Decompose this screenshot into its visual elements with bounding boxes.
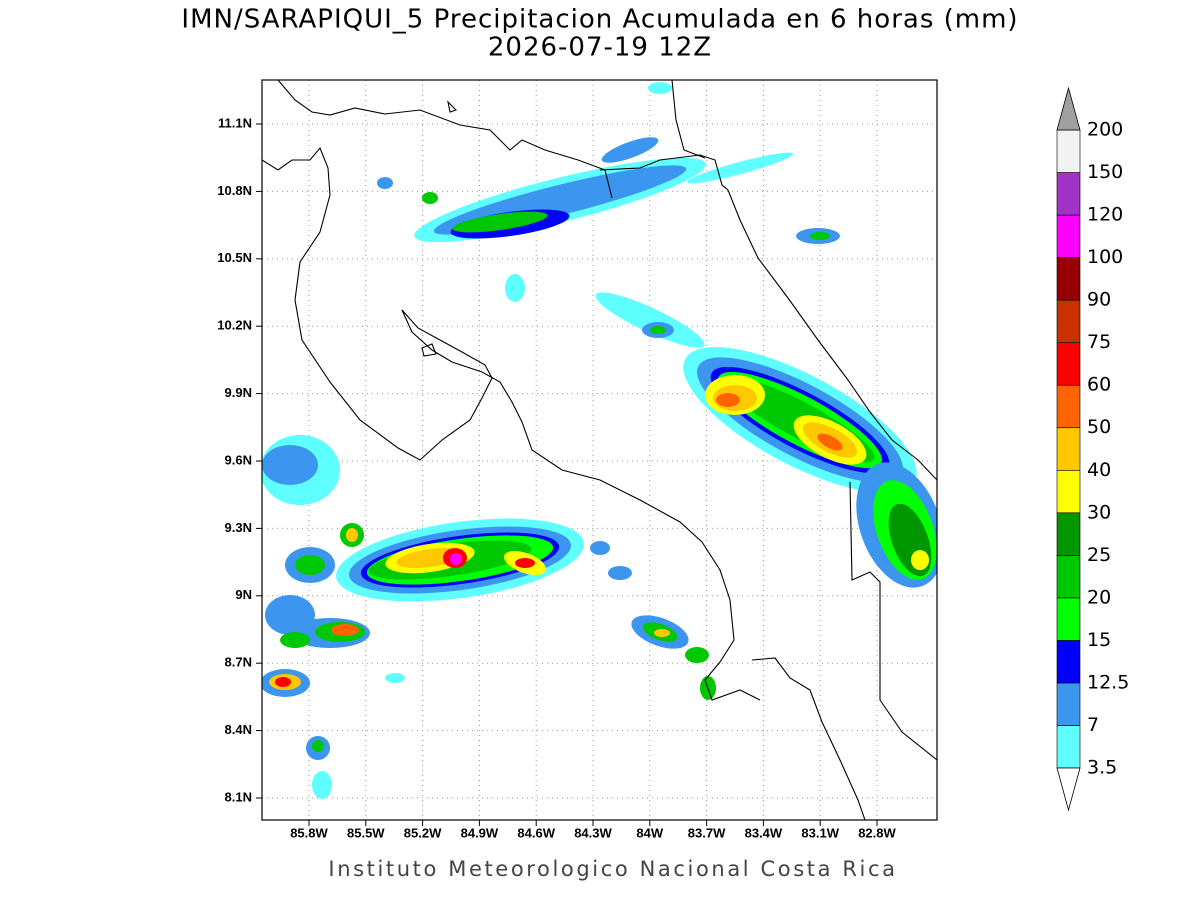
lat-tick-label: 9N [235,587,252,602]
lat-tick-label: 8.7N [225,655,252,670]
lat-tick-label: 10.8N [217,183,252,198]
colorbar-segment [1056,682,1081,726]
colorbar-segment [1056,469,1081,514]
lon-tick-label: 83.1W [801,825,839,840]
colorbar-label: 40 [1087,459,1111,481]
colorbar-label: 7 [1087,714,1099,736]
colorbar-segment [1056,257,1081,301]
colorbar-label: 120 [1087,204,1123,226]
colorbar-segment [1056,640,1081,684]
lon-tick-label: 84.6W [517,825,555,840]
colorbar-label: 100 [1087,246,1123,268]
colorbar: 3.5 7 12.5 15 20 25 30 40 50 60 75 90 100 120 150 200 [1056,86,1129,812]
colorbar-segment [1056,129,1081,173]
colorbar-segment [1056,172,1081,216]
colorbar-under [1056,767,1081,812]
coastlines [262,80,937,820]
lon-tick-label: 85.5W [347,825,385,840]
lat-tick-label: 9.9N [225,385,252,400]
colorbar-label: 15 [1087,629,1111,651]
colorbar-over [1056,86,1081,131]
lat-tick-label: 8.4N [225,722,252,737]
colorbar-label: 200 [1087,119,1123,141]
colorbar-segment [1056,512,1081,556]
lat-tick-label: 10.2N [217,318,252,333]
colorbar-label: 60 [1087,374,1111,396]
colorbar-label: 20 [1087,586,1111,608]
map-subtitle: 2026-07-19 12Z [488,33,712,63]
lat-tick-label: 8.1N [225,789,252,804]
colorbar-label: 12.5 [1087,671,1129,693]
lon-tick-label: 84W [636,825,663,840]
colorbar-segment [1056,342,1081,386]
lat-tick-label: 10.5N [217,250,252,265]
footer: Instituto Meteorologico Nacional Costa R… [328,857,897,881]
colorbar-label: 3.5 [1087,757,1117,779]
colorbar-label: 30 [1087,501,1111,523]
map-title: IMN/SARAPIQUI_5 Precipitacion Acumulada … [181,5,1018,35]
precipitation-field [262,82,937,799]
colorbar-segment [1056,214,1081,258]
lat-tick-label: 9.6N [225,452,252,467]
lon-tick-label: 83.7W [688,825,726,840]
colorbar-label: 75 [1087,331,1111,353]
colorbar-segment [1056,597,1081,641]
colorbar-label: 90 [1087,289,1111,311]
lon-tick-label: 82.8W [858,825,896,840]
colorbar-segment [1056,427,1081,471]
colorbar-label: 25 [1087,544,1111,566]
colorbar-label: 150 [1087,161,1123,183]
map-frame [261,79,938,821]
lon-tick-label: 83.4W [745,825,783,840]
lon-tick-label: 84.3W [574,825,612,840]
lat-tick-label: 11.1N [218,115,252,130]
lon-tick-label: 85.2W [404,825,442,840]
lon-tick-label: 85.8W [290,825,328,840]
lon-tick-label: 84.9W [461,825,499,840]
colorbar-segment [1056,725,1081,769]
colorbar-segment [1056,299,1081,343]
axis-ticks: 85.8W 85.5W 85.2W 84.9W 84.6W 84.3W 84W 83.7W 83… [217,115,896,840]
colorbar-segment [1056,555,1081,599]
colorbar-segment [1056,384,1081,429]
lat-tick-label: 9.3N [225,520,252,535]
colorbar-label: 50 [1087,416,1111,438]
